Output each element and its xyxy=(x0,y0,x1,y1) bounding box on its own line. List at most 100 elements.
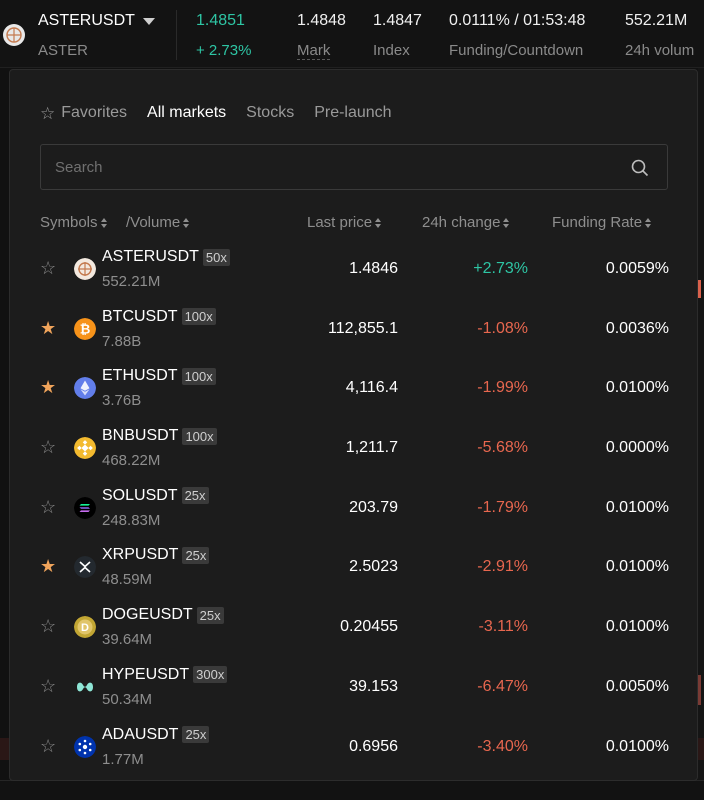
market-24h-change: +2.73% xyxy=(473,260,528,277)
sort-icon xyxy=(183,217,190,228)
solana-icon xyxy=(74,496,96,519)
market-row[interactable]: ★ XRPUSDT 25x 48.59M 2.5023 -2.91% 0.0100% xyxy=(10,538,699,598)
market-24h-change: -6.47% xyxy=(477,677,528,695)
star-outline-icon[interactable]: ☆ xyxy=(40,496,57,517)
market-funding-rate: 0.0100% xyxy=(605,498,669,516)
market-24h-change: -1.79% xyxy=(477,498,528,516)
leverage-badge: 100x xyxy=(182,427,217,445)
market-symbol: BNBUSDT 100x xyxy=(102,427,217,445)
tab-all-markets[interactable]: All markets xyxy=(147,104,227,121)
market-symbol: BTCUSDT 100x xyxy=(102,308,216,326)
market-last-price: 4,116.4 xyxy=(345,379,398,397)
sort-icon xyxy=(100,217,107,228)
market-volume: 7.88B xyxy=(102,332,142,350)
market-row[interactable]: ★ ETHUSDT 100x 3.76B 4,116.4 -1.99% 0.0100% xyxy=(10,359,699,419)
cardano-icon xyxy=(74,735,96,758)
star-outline-icon[interactable]: ☆ xyxy=(40,437,57,458)
leverage-badge: 50x xyxy=(202,248,230,266)
market-24h-change: -3.40% xyxy=(477,737,528,755)
market-funding-rate: 0.0036% xyxy=(605,319,669,337)
market-funding-rate: 0.0100% xyxy=(605,379,669,397)
sort-funding-rate[interactable]: Funding Rate xyxy=(552,214,652,231)
market-symbol: XRPUSDT 25x xyxy=(102,546,210,564)
market-last-price: 112,855.1 xyxy=(328,319,398,337)
market-funding-rate: 0.0100% xyxy=(605,737,669,755)
aster-coin-icon xyxy=(74,258,96,280)
mark-price-value: 1.4848 xyxy=(297,12,346,29)
sort-icon xyxy=(375,217,382,228)
market-row[interactable]: ☆ BNBUSDT 100x 468.22M 1,211.7 -5.68% 0.0000% xyxy=(10,419,699,479)
search-input[interactable] xyxy=(55,145,615,189)
doge-icon: D xyxy=(74,616,96,639)
last-price: 1.4851 xyxy=(196,12,245,29)
symbol-label: ASTERUSDT xyxy=(38,12,135,29)
star-filled-icon[interactable]: ★ xyxy=(40,377,57,398)
leverage-badge: 100x xyxy=(181,367,216,385)
market-symbol: ADAUSDT 25x xyxy=(102,726,210,744)
sort-symbols[interactable]: Symbols xyxy=(40,214,107,231)
symbol-subtitle: ASTER xyxy=(38,42,89,59)
market-tabs: ☆ Favorites All markets Stocks Pre-launc… xyxy=(40,104,392,122)
market-volume: 39.64M xyxy=(102,631,153,649)
market-24h-change: -3.11% xyxy=(478,618,528,636)
leverage-badge: 25x xyxy=(182,546,210,564)
market-24h-change: -1.08% xyxy=(477,319,528,337)
market-volume: 48.59M xyxy=(102,571,153,589)
volume-label: 24h volum xyxy=(625,42,695,59)
market-volume: 552.21M xyxy=(102,273,161,290)
market-volume: 3.76B xyxy=(102,392,142,410)
bitcoin-icon: ₿ xyxy=(74,317,96,340)
funding-label: Funding/Countdown xyxy=(449,42,584,59)
market-row[interactable]: ☆ ADAUSDT 25x 1.77M 0.6956 -3.40% 0.0100% xyxy=(10,718,699,778)
market-symbol: HYPEUSDT 300x xyxy=(102,666,228,684)
sort-24h-change[interactable]: 24h change xyxy=(422,214,510,231)
symbol-selector[interactable]: ASTERUSDT xyxy=(38,12,155,30)
star-filled-icon[interactable]: ★ xyxy=(40,317,57,338)
market-volume: 1.77M xyxy=(102,750,144,768)
star-outline-icon[interactable]: ☆ xyxy=(40,258,57,278)
volume-value: 552.21M xyxy=(625,12,688,29)
market-row[interactable]: ☆ HYPEUSDT 300x 50.34M 39.153 -6.47% 0.0050% xyxy=(10,658,699,718)
market-24h-change: -1.99% xyxy=(477,379,528,397)
caret-down-icon xyxy=(142,17,155,25)
market-24h-change: -5.68% xyxy=(477,439,528,457)
tab-stocks[interactable]: Stocks xyxy=(246,104,295,121)
market-row[interactable]: ☆ ASTERUSDT 50x 552.21M 1.4846 +2.73% 0.0059% xyxy=(10,240,699,300)
xrp-icon xyxy=(74,556,96,579)
leverage-badge: 25x xyxy=(196,606,224,624)
leverage-badge: 100x xyxy=(181,308,216,326)
background-footer xyxy=(0,780,704,800)
star-outline-icon[interactable]: ☆ xyxy=(40,675,57,696)
market-funding-rate: 0.0059% xyxy=(605,260,669,277)
star-outline-icon[interactable]: ☆ xyxy=(40,616,57,637)
leverage-badge: 300x xyxy=(193,666,228,684)
star-outline-icon[interactable]: ☆ xyxy=(40,735,57,756)
market-selector-panel: ☆ Favorites All markets Stocks Pre-launc… xyxy=(9,69,698,781)
sort-icon xyxy=(645,217,652,228)
sort-volume[interactable]: /Volume xyxy=(126,214,190,231)
search-icon[interactable] xyxy=(631,159,649,177)
svg-text:₿: ₿ xyxy=(80,321,91,336)
market-row[interactable]: ★ ₿ BTCUSDT 100x 7.88B 112,855.1 -1.08% 0.0036% xyxy=(10,300,699,360)
market-last-price: 0.6956 xyxy=(349,737,398,755)
change-percent: + 2.73% xyxy=(196,42,252,59)
market-symbol: ASTERUSDT 50x xyxy=(102,248,230,266)
market-volume: 468.22M xyxy=(102,452,161,470)
market-funding-rate: 0.0000% xyxy=(605,439,669,457)
star-outline-icon: ☆ xyxy=(40,103,56,123)
bnb-icon xyxy=(74,437,96,460)
sort-last-price[interactable]: Last price xyxy=(307,214,382,231)
market-row[interactable]: ☆ D DOGEUSDT 25x 39.64M 0.20455 -3.11% 0.0100% xyxy=(10,598,699,658)
market-row[interactable]: ☆ SOLUSDT 25x 248.83M 203.79 -1.79% 0.0100% xyxy=(10,479,699,539)
market-last-price: 203.79 xyxy=(349,498,398,516)
mark-price-label[interactable]: Mark xyxy=(297,42,331,60)
hype-icon xyxy=(74,675,96,698)
tab-favorites[interactable]: ☆ Favorites xyxy=(40,103,128,123)
market-last-price: 2.5023 xyxy=(349,558,398,576)
market-last-price: 1.4846 xyxy=(349,260,398,277)
tab-pre-launch[interactable]: Pre-launch xyxy=(314,104,392,121)
ticker-header: ASTERUSDT ASTER 1.4851 + 2.73% 1.4848 Ma… xyxy=(0,0,704,68)
svg-text:D: D xyxy=(81,622,89,634)
aster-logo-icon xyxy=(3,24,25,46)
star-filled-icon[interactable]: ★ xyxy=(40,556,57,577)
